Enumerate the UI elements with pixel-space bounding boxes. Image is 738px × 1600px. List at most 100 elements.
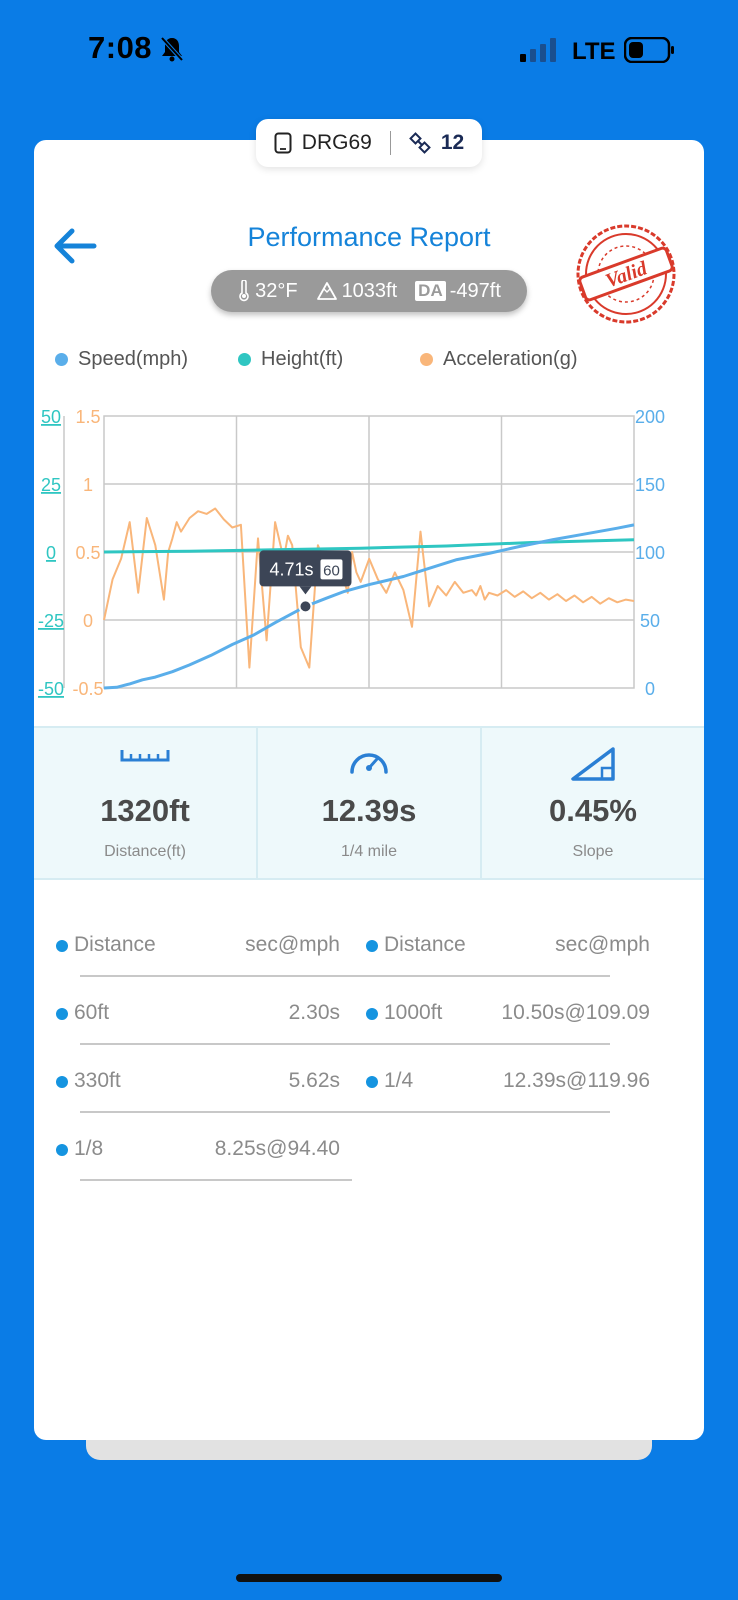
- bullet: [56, 940, 68, 952]
- series-line-accel: [103, 507, 635, 669]
- conditions-pill: 32°F 1033ft DA -497ft: [211, 270, 527, 312]
- accel-tick-label: -0.5: [72, 679, 103, 699]
- row-divider: [80, 1179, 352, 1181]
- split-row: 1000ft 10.50s@109.09: [366, 993, 650, 1049]
- speedometer-icon: [350, 753, 388, 774]
- page-title: Performance Report: [247, 222, 491, 252]
- legend-height[interactable]: Height(ft): [238, 348, 343, 371]
- tooltip-speed: 60: [323, 562, 340, 579]
- split-distance: 60ft: [74, 1001, 110, 1024]
- split-row: 1/4 12.39s@119.96: [366, 1061, 650, 1117]
- altitude: 1033ft: [341, 279, 398, 302]
- summary-stats: 1320ft Distance(ft) 12.39s 1/4 mile 0.45…: [34, 726, 704, 880]
- split-header-value: sec@mph: [555, 933, 650, 956]
- stat-distance: 1320ft Distance(ft): [34, 728, 256, 878]
- slope-label: Slope: [572, 843, 614, 860]
- performance-chart[interactable]: 50 1.5 200 25 1 150 0 0.5 100 -25 0 50 -50 -0.5 0 4.71s…: [0, 388, 738, 708]
- signal-icon: [520, 38, 556, 62]
- tooltip-point: [298, 599, 313, 614]
- back-arrow-icon[interactable]: [52, 226, 98, 266]
- row-divider: [80, 1043, 610, 1045]
- status-time: 7:08: [88, 30, 153, 65]
- height-tick-label: -50: [38, 679, 64, 699]
- height-tick-label: 25: [41, 475, 61, 495]
- accel-tick-label: 1.5: [75, 407, 100, 427]
- legend-label: Acceleration(g): [443, 348, 578, 370]
- quarter-mile-label: 1/4 mile: [340, 843, 398, 860]
- height-tick-label: 0: [46, 543, 56, 563]
- split-header-right: Distance sec@mph: [366, 925, 650, 981]
- split-time: 10.50s@109.09: [501, 1001, 650, 1024]
- row-divider: [80, 1111, 610, 1113]
- distance-label: Distance(ft): [104, 843, 186, 860]
- tooltip-time: 4.71s: [269, 559, 313, 579]
- split-distance: 330ft: [74, 1069, 121, 1092]
- quarter-mile-value: 12.39s: [321, 793, 417, 828]
- device-name: DRG69: [301, 131, 372, 154]
- speed-tick-label: 50: [640, 611, 660, 631]
- status-bar: 7:08 LTE: [0, 0, 738, 100]
- speed-tick-label: 100: [635, 543, 665, 563]
- density-altitude: -497ft: [449, 279, 501, 302]
- split-row: 330ft 5.62s: [56, 1061, 340, 1117]
- split-row: 1/8 8.25s@94.40: [56, 1129, 340, 1185]
- split-distance: 1000ft: [384, 1001, 443, 1024]
- stat-slope: 0.45% Slope: [480, 728, 704, 878]
- valid-stamp-icon: Valid: [576, 224, 676, 324]
- slope-value: 0.45%: [549, 793, 637, 828]
- satellite-count: 12: [440, 131, 465, 154]
- distance-value: 1320ft: [100, 793, 190, 828]
- split-distance: 1/8: [74, 1137, 104, 1160]
- legend-label: Height(ft): [261, 348, 344, 370]
- row-divider: [80, 975, 610, 977]
- accel-tick-label: 0: [83, 611, 93, 631]
- mountain-icon: [316, 282, 337, 300]
- satellite-icon: [408, 132, 431, 154]
- legend-speed[interactable]: Speed(mph): [55, 348, 188, 371]
- temperature: 32°F: [255, 279, 298, 302]
- legend-dot: [55, 353, 68, 366]
- height-tick-label: 50: [41, 407, 61, 427]
- split-row: 60ft 2.30s: [56, 993, 340, 1049]
- split-time: 12.39s@119.96: [502, 1069, 650, 1092]
- bullet: [366, 1076, 378, 1088]
- device-icon: [274, 132, 292, 154]
- split-header-key: Distance: [384, 933, 466, 956]
- ruler-icon: [120, 750, 170, 762]
- tooltip-pointer: [299, 586, 312, 595]
- tooltip-speed-badge: [320, 559, 343, 580]
- split-header-left: Distance sec@mph: [56, 925, 340, 981]
- speed-tick-label: 0: [645, 679, 655, 699]
- split-time: 5.62s: [288, 1069, 340, 1092]
- bullet: [366, 1008, 378, 1020]
- split-header-key: Distance: [74, 933, 156, 956]
- slope-icon: [571, 747, 615, 781]
- battery-icon: [624, 37, 674, 63]
- divider: [389, 131, 391, 155]
- legend-dot: [238, 353, 251, 366]
- bell-muted-icon: [160, 36, 184, 62]
- split-time: 8.25s@94.40: [214, 1137, 340, 1160]
- series-line-speed: [103, 523, 635, 690]
- bullet: [56, 1076, 68, 1088]
- network-type: LTE: [572, 38, 616, 65]
- legend-dot: [420, 353, 433, 366]
- density-altitude-label: DA: [415, 281, 446, 301]
- accel-tick-label: 0.5: [75, 543, 100, 563]
- split-distance: 1/4: [384, 1069, 414, 1092]
- height-tick-label: -25: [38, 611, 64, 631]
- speed-tick-label: 150: [635, 475, 665, 495]
- split-header-value: sec@mph: [245, 933, 340, 956]
- split-time: 2.30s: [288, 1001, 340, 1024]
- bullet: [56, 1008, 68, 1020]
- stat-quarter-mile: 12.39s 1/4 mile: [256, 728, 480, 878]
- accel-tick-label: 1: [83, 475, 93, 495]
- legend-label: Speed(mph): [78, 348, 189, 370]
- bullet: [56, 1144, 68, 1156]
- thermometer-icon: [239, 280, 249, 302]
- home-indicator[interactable]: [236, 1574, 502, 1582]
- device-tag[interactable]: DRG69 12: [256, 119, 482, 167]
- legend-acceleration[interactable]: Acceleration(g): [420, 348, 578, 371]
- speed-tick-label: 200: [635, 407, 665, 427]
- bullet: [366, 940, 378, 952]
